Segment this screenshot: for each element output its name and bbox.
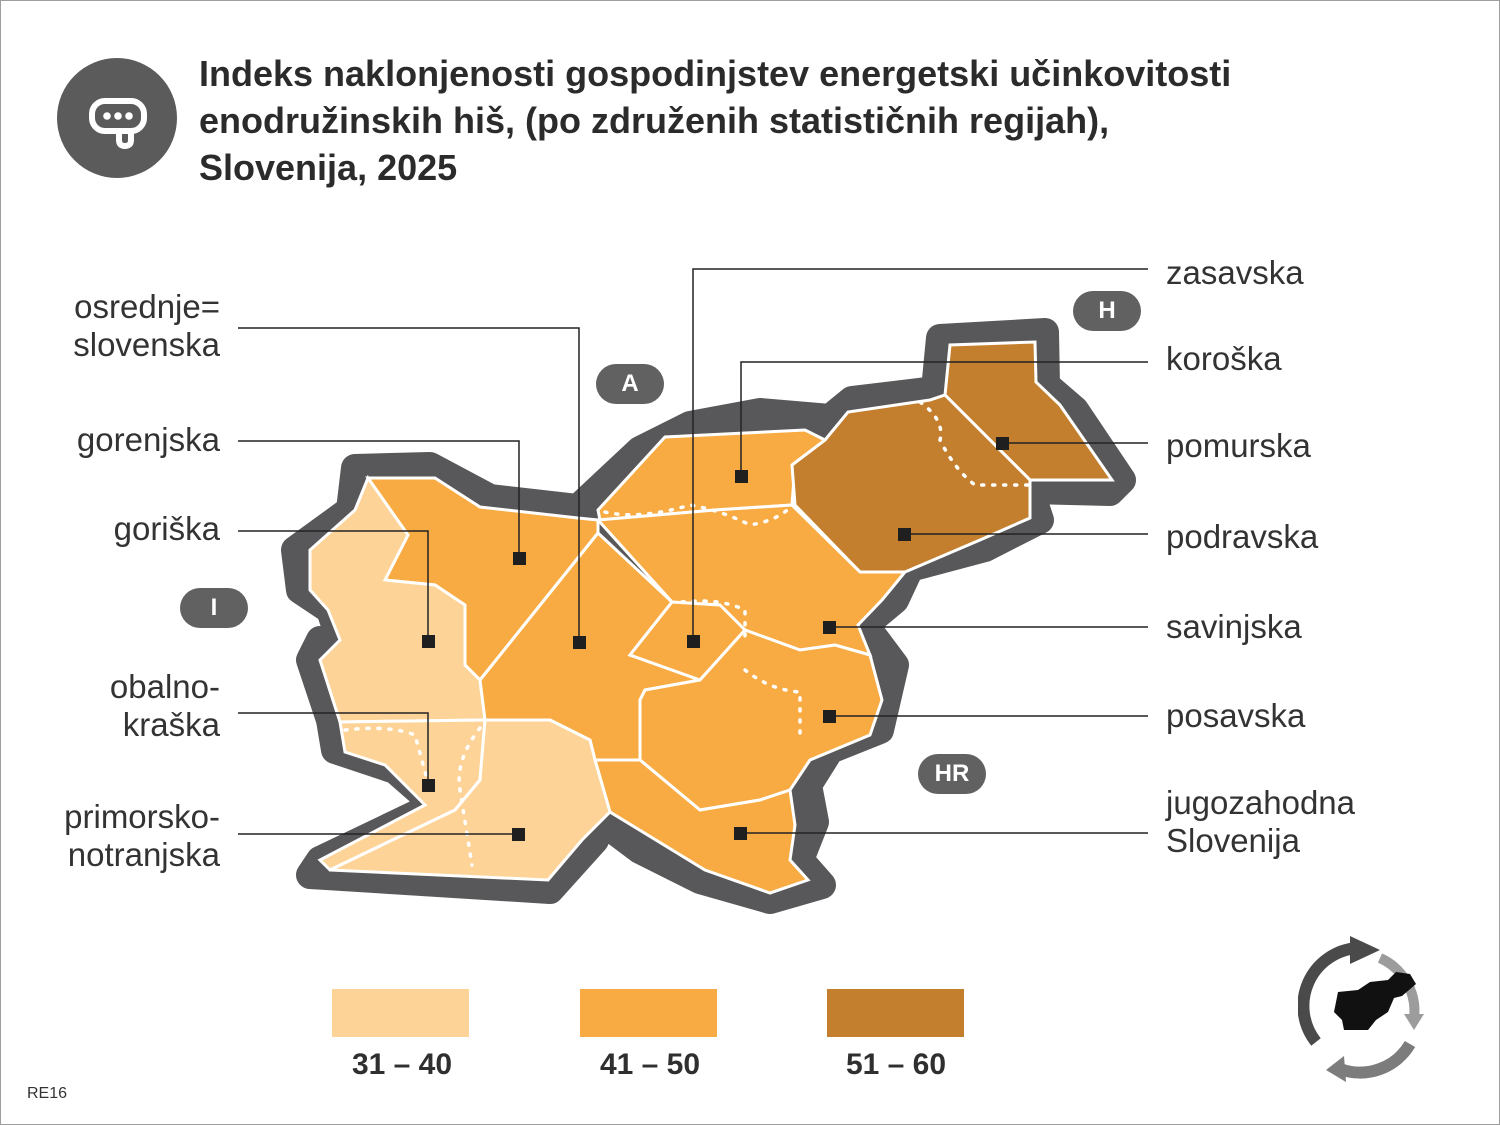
label-savinjska: savinjska [1166, 608, 1302, 645]
legend-swatch-high [827, 989, 964, 1037]
marker-osrednjeslovenska [573, 636, 586, 649]
marker-savinjska [823, 621, 836, 634]
label-zasavska: zasavska [1166, 254, 1304, 291]
marker-obalnokraska [422, 779, 435, 792]
leader-lines [238, 268, 1148, 835]
legend-swatch-low [332, 989, 469, 1037]
title-line-1: Indeks naklonjenosti gospodinjstev energ… [199, 53, 1232, 94]
legend-label-high: 51 – 60 [845, 1048, 947, 1081]
legend-label-low: 31 – 40 [351, 1048, 453, 1081]
marker-gorenjska [513, 552, 526, 565]
marker-pomurska [996, 437, 1009, 450]
label-koroska: koroška [1166, 340, 1282, 377]
country-badge-croatia: HR [918, 754, 986, 794]
region-jugovzhodna [593, 758, 811, 895]
title-line-2: enodružinskih hiš, (po združenih statist… [199, 100, 1110, 141]
marker-posavska [823, 710, 836, 723]
slovenia-recycle-logo [1297, 934, 1433, 1089]
marker-jugovzhodna [734, 827, 747, 840]
legend-swatch-mid [580, 989, 717, 1037]
marker-koroska [735, 470, 748, 483]
label-jugovzhodna: jugozahodna Slovenija [1166, 784, 1356, 859]
region-pomurska [943, 340, 1115, 482]
country-badge-hungary: H [1073, 291, 1141, 331]
marker-goriska [422, 635, 435, 648]
marker-zasavska [687, 635, 700, 648]
label-obalnokraska: obalno- kraška [109, 668, 220, 743]
country-badge-italy: I [180, 588, 248, 628]
label-goriska: goriška [113, 510, 220, 547]
chat-bubble-icon [57, 58, 177, 178]
figure-code: RE16 [27, 1085, 68, 1102]
country-badge-austria: A [596, 364, 664, 404]
label-posavska: posavska [1166, 697, 1306, 734]
region-podravska [790, 393, 1032, 574]
label-pomurska: pomurska [1166, 427, 1311, 464]
label-primorskonotranjska: primorsko- notranjska [64, 798, 220, 873]
title-line-3: Slovenija, 2025 [199, 147, 458, 188]
marker-podravska [898, 528, 911, 541]
region-goriska [308, 474, 487, 724]
dotted-borders [343, 400, 1032, 867]
map-title: Indeks naklonjenosti gospodinjstev energ… [199, 50, 1399, 191]
label-osrednjeslovenska: osrednje= slovenska [73, 288, 220, 363]
region-markers [422, 437, 1009, 841]
marker-primorskonotranjska [512, 828, 525, 841]
label-gorenjska: gorenjska [76, 421, 220, 458]
legend-label-mid: 41 – 50 [599, 1048, 701, 1081]
label-podravska: podravska [1166, 518, 1319, 555]
